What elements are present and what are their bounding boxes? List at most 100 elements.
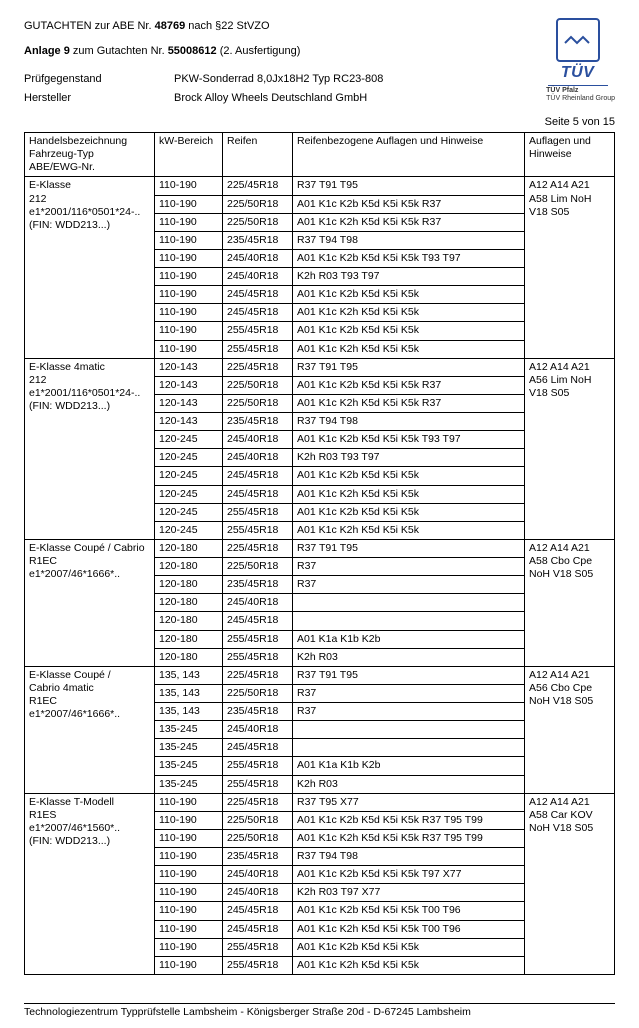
kw-cell: 110-190 [155,213,223,231]
kw-cell: 135-245 [155,739,223,757]
tire-cell: 225/45R18 [223,793,293,811]
tire-cell: 235/45R18 [223,231,293,249]
kw-cell: 135, 143 [155,666,223,684]
tire-cell: 245/45R18 [223,612,293,630]
kw-cell: 120-245 [155,521,223,539]
herst-label: Hersteller [24,90,174,107]
kw-cell: 120-143 [155,413,223,431]
anlage-line: Anlage 9 zum Gutachten Nr. 55008612 (2. … [24,43,383,60]
tire-cell: 235/45R18 [223,848,293,866]
auflagen-cell: A12 A14 A21A58 Car KOVNoH V18 S05 [525,793,615,974]
tire-cell: 245/40R18 [223,721,293,739]
ref-cell [293,612,525,630]
ref-cell: A01 K1c K2h K5d K5i K5k [293,485,525,503]
ref-cell: A01 K1a K1b K2b [293,630,525,648]
ref-cell: R37 T91 T95 [293,539,525,557]
tire-cell: 225/50R18 [223,811,293,829]
ref-cell: A01 K1c K2h K5d K5i K5k [293,304,525,322]
tire-cell: 255/45R18 [223,648,293,666]
tire-cell: 235/45R18 [223,703,293,721]
tire-cell: 245/40R18 [223,431,293,449]
tire-cell: 245/45R18 [223,304,293,322]
auflagen-cell: A12 A14 A21A56 Cbo CpeNoH V18 S05 [525,666,615,793]
ref-cell: A01 K1c K2b K5d K5i K5k T93 T97 [293,431,525,449]
col-model: HandelsbezeichnungFahrzeug-TypABE/EWG-Nr… [25,133,155,177]
kw-cell: 110-190 [155,866,223,884]
kw-cell: 110-190 [155,920,223,938]
tire-cell: 255/45R18 [223,938,293,956]
page-number: Seite 5 von 15 [24,116,615,128]
ref-cell: A01 K1c K2b K5d K5i K5k [293,322,525,340]
ref-cell: A01 K1a K1b K2b [293,757,525,775]
kw-cell: 135-245 [155,757,223,775]
table-row: E-Klasse Coupé / CabrioR1ECe1*2007/46*16… [25,539,615,557]
ref-cell: R37 T91 T95 [293,666,525,684]
tire-cell: 245/40R18 [223,249,293,267]
tire-cell: 225/45R18 [223,177,293,195]
ref-cell: A01 K1c K2h K5d K5i K5k T00 T96 [293,920,525,938]
ref-cell: K2h R03 [293,648,525,666]
kw-cell: 110-190 [155,177,223,195]
tire-cell: 255/45R18 [223,322,293,340]
ref-cell: R37 T94 T98 [293,848,525,866]
tire-cell: 245/45R18 [223,467,293,485]
doc-header-block: GUTACHTEN zur ABE Nr. 48769 nach §22 StV… [24,18,383,106]
tire-cell: 225/50R18 [223,558,293,576]
kw-cell: 120-180 [155,558,223,576]
ref-cell: A01 K1c K2h K5d K5i K5k [293,956,525,974]
tire-cell: 225/50R18 [223,829,293,847]
pruef-label: Prüfgegenstand [24,71,174,88]
table-row: E-Klasse 4matic212e1*2001/116*0501*24-..… [25,358,615,376]
tire-cell: 255/45R18 [223,775,293,793]
kw-cell: 120-180 [155,576,223,594]
table-row: E-Klasse Coupé /Cabrio 4maticR1ECe1*2007… [25,666,615,684]
kw-cell: 120-143 [155,376,223,394]
kw-cell: 110-190 [155,829,223,847]
kw-cell: 110-190 [155,340,223,358]
ref-cell: A01 K1c K2h K5d K5i K5k R37 T95 T99 [293,829,525,847]
ref-cell: R37 T91 T95 [293,358,525,376]
kw-cell: 120-143 [155,358,223,376]
tire-cell: 225/50R18 [223,376,293,394]
tire-cell: 245/45R18 [223,739,293,757]
kw-cell: 135, 143 [155,703,223,721]
ref-cell: A01 K1c K2b K5d K5i K5k R37 [293,376,525,394]
ref-cell: R37 [293,576,525,594]
ref-cell: A01 K1c K2b K5d K5i K5k R37 T95 T99 [293,811,525,829]
model-cell: E-Klasse212e1*2001/116*0501*24-..(FIN: W… [25,177,155,358]
kw-cell: 120-245 [155,485,223,503]
anlage-mid: zum Gutachten Nr. [70,45,168,57]
ref-cell: A01 K1c K2b K5d K5i K5k [293,503,525,521]
model-cell: E-Klasse Coupé /Cabrio 4maticR1ECe1*2007… [25,666,155,793]
herst-val: Brock Alloy Wheels Deutschland GmbH [174,90,367,107]
tire-cell: 255/45R18 [223,757,293,775]
tire-cell: 225/45R18 [223,358,293,376]
abe-nr: 48769 [155,20,186,32]
kw-cell: 120-143 [155,394,223,412]
kw-cell: 110-190 [155,811,223,829]
ref-cell: A01 K1c K2b K5d K5i K5k [293,286,525,304]
kw-cell: 120-245 [155,467,223,485]
kw-cell: 110-190 [155,793,223,811]
kw-cell: 110-190 [155,956,223,974]
kw-cell: 135, 143 [155,684,223,702]
tire-cell: 245/45R18 [223,485,293,503]
model-cell: E-Klasse 4matic212e1*2001/116*0501*24-..… [25,358,155,539]
kw-cell: 110-190 [155,286,223,304]
tuv-sub2: TÜV Rheinland Group [546,95,615,103]
title-pre: GUTACHTEN zur ABE Nr. [24,20,155,32]
ref-cell: A01 K1c K2b K5d K5i K5k T00 T96 [293,902,525,920]
tire-cell: 225/45R18 [223,666,293,684]
hersteller-row: Hersteller Brock Alloy Wheels Deutschlan… [24,90,383,107]
auflagen-cell: A12 A14 A21A58 Cbo CpeNoH V18 S05 [525,539,615,666]
gutachten-nr: 55008612 [168,45,217,57]
tire-cell: 245/40R18 [223,866,293,884]
ref-cell: A01 K1c K2h K5d K5i K5k [293,521,525,539]
ref-cell [293,721,525,739]
tire-cell: 225/50R18 [223,394,293,412]
tire-table: HandelsbezeichnungFahrzeug-TypABE/EWG-Nr… [24,132,615,975]
model-cell: E-Klasse T-ModellR1ESe1*2007/46*1560*..(… [25,793,155,974]
tire-cell: 245/40R18 [223,594,293,612]
ref-cell: A01 K1c K2b K5d K5i K5k R37 [293,195,525,213]
kw-cell: 110-190 [155,231,223,249]
